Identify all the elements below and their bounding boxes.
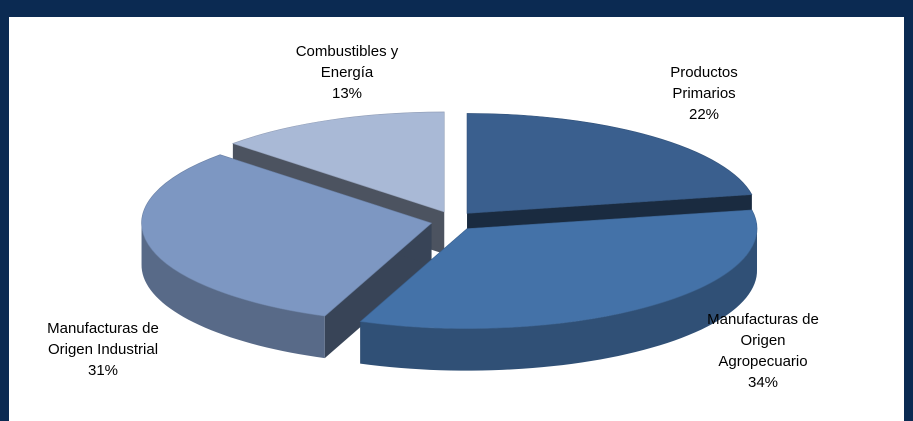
pie-chart: [141, 111, 758, 371]
label-line: Manufacturas de: [47, 320, 159, 337]
slice-top-combustibles-energia: [231, 111, 445, 213]
label-line: Primarios: [672, 85, 736, 102]
label-line: Manufacturas de: [707, 311, 819, 328]
slice-top-productos-primarios: [466, 113, 753, 214]
label-line: Combustibles y: [295, 43, 399, 60]
slice-label-productos-primarios: Productos Primarios 22%: [639, 62, 769, 125]
chart-area: Productos Primarios 22% Combustibles y E…: [13, 21, 900, 421]
slice-label-manufacturas-industrial: Manufacturas de Origen Industrial 31%: [23, 318, 183, 381]
label-line: Productos: [670, 64, 738, 81]
slice-rim: [360, 227, 758, 371]
label-line: Energía: [320, 64, 374, 81]
slice-label-manufacturas-agropecuario: Manufacturas de Origen Agropecuario 34%: [683, 309, 843, 393]
label-value: 31%: [87, 362, 119, 379]
slice-top-manufacturas-industrial: [141, 154, 433, 317]
slice-rim: [141, 222, 325, 359]
slice-label-combustibles: Combustibles y Energía 13%: [267, 41, 427, 104]
slice-tops: [141, 111, 758, 329]
label-line: Origen Industrial: [47, 341, 159, 358]
label-value: 13%: [331, 85, 363, 102]
slice-wall: [324, 223, 432, 359]
slice-top-manufacturas-agropecuario: [359, 209, 758, 329]
label-value: 34%: [747, 374, 779, 391]
label-value: 22%: [688, 106, 720, 123]
label-line: Agropecuario: [718, 353, 808, 370]
label-line: Origen: [740, 332, 786, 349]
